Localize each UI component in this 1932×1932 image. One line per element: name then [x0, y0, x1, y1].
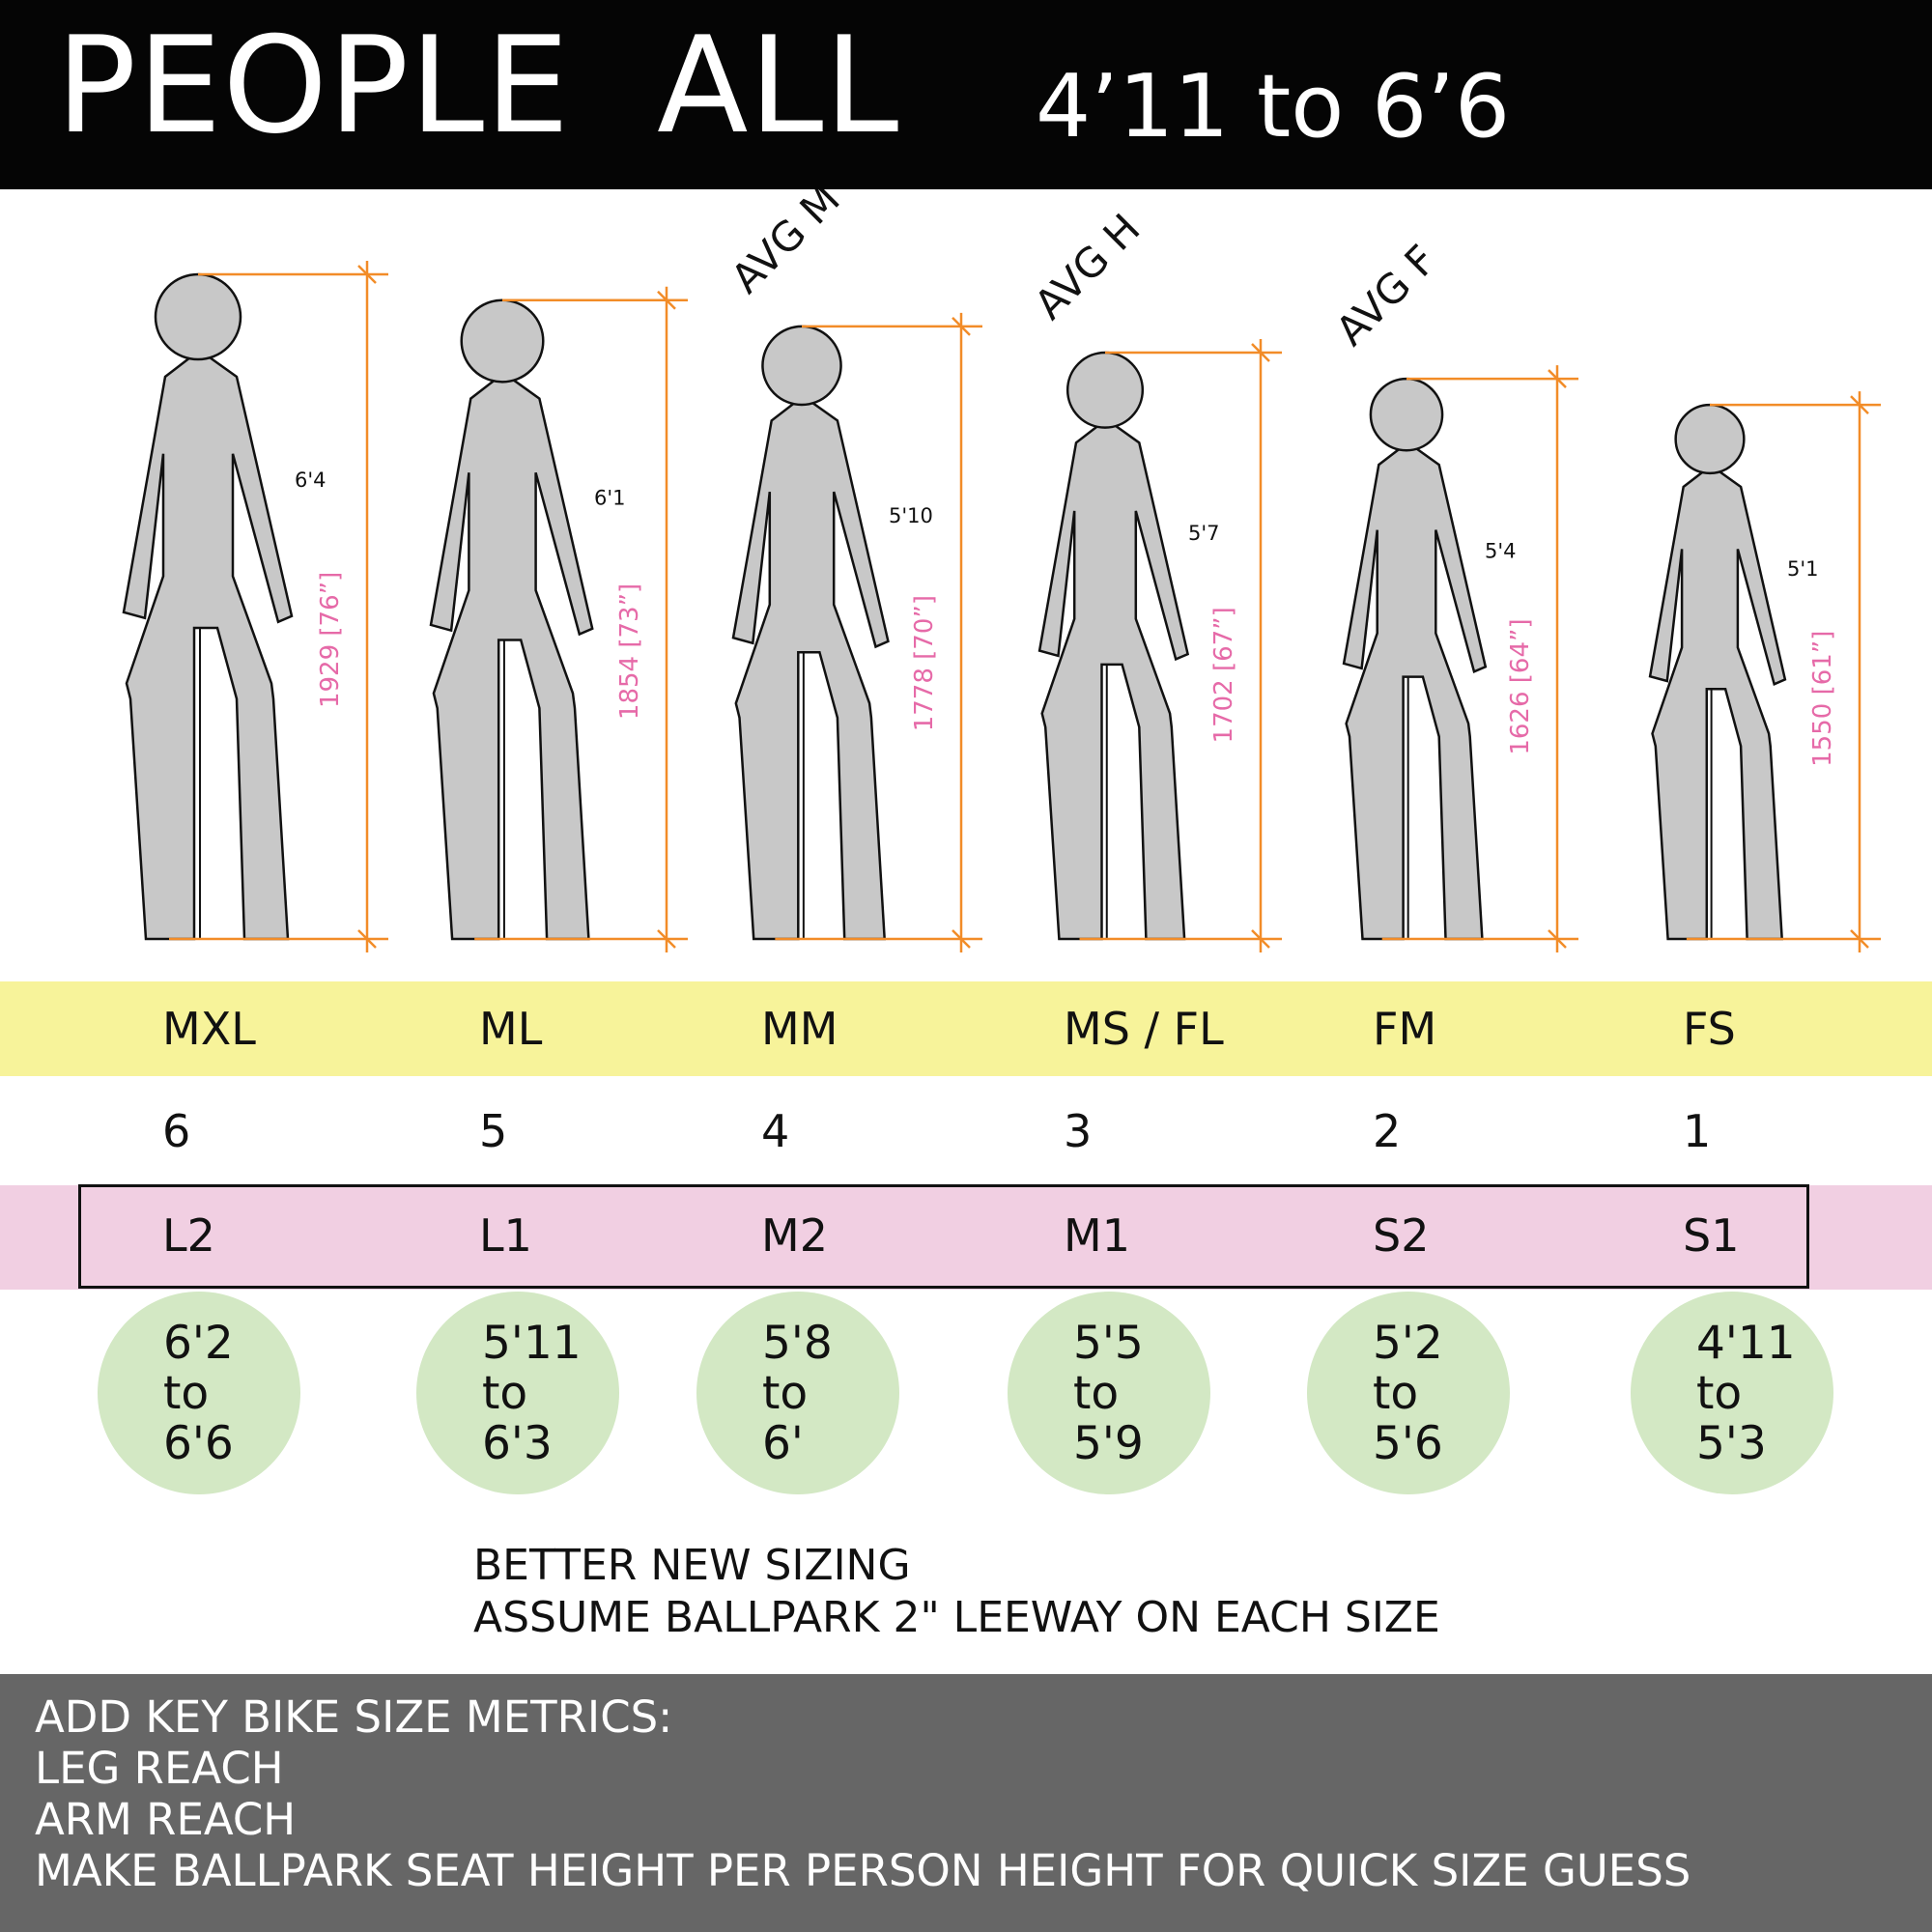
dimension-tick-bottom — [657, 929, 676, 949]
height-range-title: 4’11 to 6’6 — [1036, 56, 1511, 157]
footer-line-1: ADD KEY BIKE SIZE METRICS: — [35, 1691, 673, 1743]
figure-head — [1674, 403, 1746, 475]
range-to: 6' — [762, 1417, 804, 1470]
size-label-mxl: MXL — [162, 1003, 256, 1055]
footer-panel: ADD KEY BIKE SIZE METRICS: LEG REACH ARM… — [0, 1674, 1932, 1932]
dimension-tick-bottom — [357, 929, 377, 949]
figure-head — [761, 325, 842, 407]
range-to-word: to — [1696, 1367, 1743, 1420]
dimension-tick-bottom — [1548, 929, 1567, 949]
size-number-3: 3 — [1064, 1105, 1093, 1157]
height-dimension-label: 1550 [61”] — [1808, 631, 1837, 767]
size-label-mm: MM — [761, 1003, 838, 1055]
figure-head — [1065, 351, 1145, 429]
size-label-ms-fl: MS / FL — [1064, 1003, 1224, 1055]
dimension-tick-bottom — [952, 929, 971, 949]
size-label-ml: ML — [479, 1003, 543, 1055]
code-band — [0, 1185, 1932, 1290]
range-circle-l2: 6'2 to 6'6 — [98, 1292, 300, 1494]
range-circle-l1: 5'11 to 6'3 — [416, 1292, 619, 1494]
range-from: 5'2 — [1373, 1317, 1443, 1370]
range-from: 5'5 — [1073, 1317, 1144, 1370]
size-code-m2: M2 — [761, 1209, 828, 1262]
dimension-tick-top — [1850, 395, 1869, 415]
sizing-note: BETTER NEW SIZING ASSUME BALLPARK 2" LEE… — [473, 1540, 1440, 1644]
height-feet-label: 5'10 — [889, 504, 933, 527]
size-number-6: 6 — [162, 1105, 191, 1157]
height-dimension-label: 1929 [76”] — [316, 572, 345, 708]
figure-body — [731, 401, 890, 941]
size-number-2: 2 — [1373, 1105, 1402, 1157]
height-feet-label: 6'4 — [295, 469, 327, 492]
page-title: PEOPLE ALL — [56, 8, 900, 163]
header-bar: PEOPLE ALL 4’11 to 6’6 — [0, 0, 1932, 189]
size-label-fs: FS — [1683, 1003, 1736, 1055]
figure-body — [429, 379, 594, 941]
dimension-tick-top — [1251, 343, 1270, 362]
size-number-4: 4 — [761, 1105, 790, 1157]
range-circle-m2: 5'8 to 6' — [696, 1292, 899, 1494]
range-to: 6'3 — [482, 1417, 553, 1470]
height-dimension-label: 1778 [70”] — [910, 595, 939, 731]
dimension-tick-top — [952, 316, 971, 336]
range-to-word: to — [1073, 1367, 1120, 1420]
footer-line-3: ARM REACH — [35, 1794, 297, 1845]
range-to: 6'6 — [163, 1417, 234, 1470]
range-from: 5'11 — [482, 1317, 582, 1370]
height-feet-label: 6'1 — [594, 486, 626, 509]
height-feet-label: 5'7 — [1188, 522, 1220, 545]
height-figures-diagram: 6'4 1929 [76”] 6'1 1854 [73”] 5'10 1778 [70”]… — [122, 189, 1881, 952]
size-number-5: 5 — [479, 1105, 508, 1157]
height-dimension-label: 1626 [64”] — [1506, 618, 1535, 754]
size-code-s1: S1 — [1683, 1209, 1740, 1262]
dimension-tick-top — [657, 290, 676, 310]
range-to-word: to — [163, 1367, 210, 1420]
note-line-2: ASSUME BALLPARK 2" LEEWAY ON EACH SIZE — [473, 1593, 1440, 1642]
size-code-l1: L1 — [479, 1209, 532, 1262]
size-band — [0, 981, 1932, 1076]
range-from: 6'2 — [163, 1317, 234, 1370]
dimension-tick-top — [1548, 369, 1567, 388]
size-label-fm: FM — [1373, 1003, 1437, 1055]
figure-body — [1037, 424, 1190, 941]
height-feet-label: 5'1 — [1787, 557, 1819, 581]
size-number-1: 1 — [1683, 1105, 1712, 1157]
note-line-1: BETTER NEW SIZING — [473, 1541, 911, 1590]
range-circle-m1: 5'5 to 5'9 — [1008, 1292, 1210, 1494]
average-tag: AVG H — [1025, 205, 1149, 328]
dimension-tick-top — [357, 265, 377, 284]
range-from: 5'8 — [762, 1317, 833, 1370]
size-code-s2: S2 — [1373, 1209, 1430, 1262]
range-to: 5'3 — [1696, 1417, 1767, 1470]
height-feet-label: 5'4 — [1485, 540, 1517, 563]
average-tag: AVG F — [1326, 236, 1445, 355]
range-to: 5'6 — [1373, 1417, 1443, 1470]
figure-head — [154, 272, 242, 361]
dimension-tick-bottom — [1850, 929, 1869, 949]
footer-line-4: MAKE BALLPARK SEAT HEIGHT PER PERSON HEI… — [35, 1845, 1691, 1896]
height-dimension-label: 1702 [67”] — [1209, 607, 1238, 743]
figure-body — [1342, 446, 1488, 941]
range-to: 5'9 — [1073, 1417, 1144, 1470]
dimension-tick-bottom — [1251, 929, 1270, 949]
code-box — [78, 1184, 1809, 1289]
size-code-l2: L2 — [162, 1209, 215, 1262]
figure-body — [1648, 469, 1787, 941]
size-code-m1: M1 — [1064, 1209, 1130, 1262]
figure-head — [1369, 377, 1444, 452]
height-dimension-label: 1854 [73”] — [615, 583, 644, 720]
range-from: 4'11 — [1696, 1317, 1796, 1370]
range-circle-s2: 5'2 to 5'6 — [1307, 1292, 1510, 1494]
figure-head — [460, 298, 545, 384]
range-circle-s1: 4'11 to 5'3 — [1631, 1292, 1833, 1494]
average-tag: AVG M — [722, 189, 848, 302]
figure-body — [122, 355, 294, 941]
range-to-word: to — [762, 1367, 809, 1420]
range-to-word: to — [482, 1367, 528, 1420]
footer-line-2: LEG REACH — [35, 1743, 284, 1794]
range-to-word: to — [1373, 1367, 1419, 1420]
